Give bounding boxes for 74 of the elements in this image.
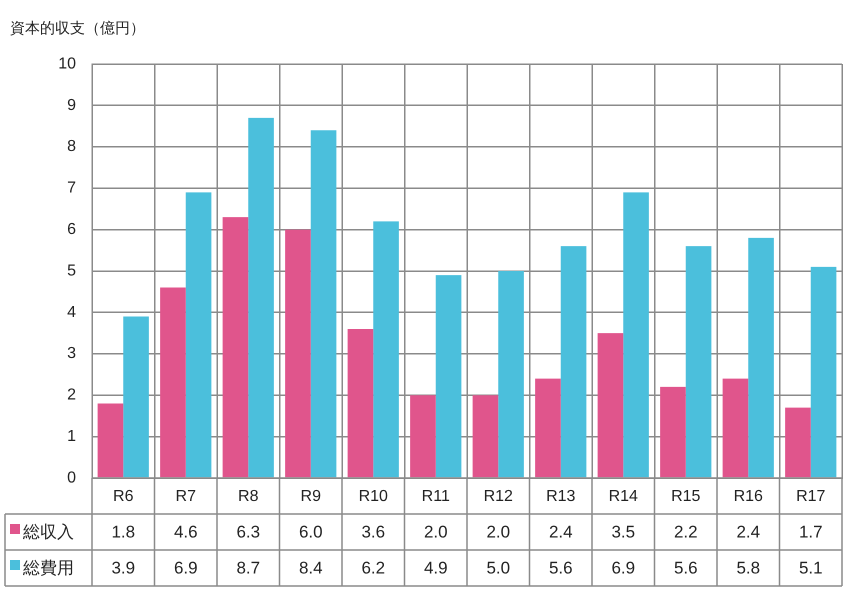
data-label: 4.6 xyxy=(174,522,198,542)
data-label: 3.6 xyxy=(361,522,386,542)
data-label: 5.1 xyxy=(798,558,823,578)
bar xyxy=(686,246,712,478)
bar xyxy=(535,378,561,478)
x-tick-label: R8 xyxy=(238,488,259,506)
legend-label: 総費用 xyxy=(22,558,74,578)
x-tick-label: R6 xyxy=(113,488,134,506)
bar xyxy=(660,386,686,478)
y-tick-label: 6 xyxy=(67,221,76,238)
x-tick-label: R16 xyxy=(734,488,764,506)
bar xyxy=(598,333,624,478)
bar xyxy=(410,395,436,478)
x-tick-label: R12 xyxy=(484,488,514,506)
y-tick-label: 8 xyxy=(67,138,76,156)
bar xyxy=(810,266,836,478)
bar xyxy=(472,395,498,478)
x-tick-label: R17 xyxy=(796,488,826,506)
bar xyxy=(722,378,748,478)
data-label: 6.0 xyxy=(298,522,323,542)
bar xyxy=(498,271,524,478)
data-label: 2.4 xyxy=(548,522,573,542)
y-tick-label: 1 xyxy=(67,428,76,446)
bar xyxy=(436,275,462,478)
data-label: 1.7 xyxy=(798,522,823,542)
y-tick-label: 4 xyxy=(67,304,76,321)
chart-title: 資本的収支（億円） xyxy=(10,20,145,38)
bar xyxy=(373,221,399,478)
data-label: 5.6 xyxy=(548,558,573,578)
bar xyxy=(310,130,336,478)
x-tick-label: R9 xyxy=(300,488,322,506)
data-label: 2.0 xyxy=(424,522,448,542)
y-tick-label: 3 xyxy=(67,345,76,362)
bar xyxy=(623,192,649,478)
data-label: 5.0 xyxy=(486,558,510,578)
data-label: 5.6 xyxy=(674,558,698,578)
bar xyxy=(186,192,212,478)
bar xyxy=(98,403,124,478)
bar xyxy=(123,316,149,478)
data-label: 2.4 xyxy=(736,522,760,542)
bar xyxy=(248,118,274,478)
data-label: 6.3 xyxy=(236,522,260,542)
y-tick-label: 0 xyxy=(67,469,76,486)
legend-label: 総収入 xyxy=(22,522,74,542)
x-tick-label: R11 xyxy=(422,488,450,506)
y-tick-label: 10 xyxy=(58,55,76,72)
data-label: 6.2 xyxy=(361,558,386,578)
data-label: 2.2 xyxy=(674,522,698,542)
x-tick-label: R7 xyxy=(176,488,196,506)
bar xyxy=(285,230,311,478)
bar xyxy=(785,408,811,478)
data-label: 3.9 xyxy=(111,558,136,578)
data-label: 3.5 xyxy=(611,522,636,542)
data-label: 6.9 xyxy=(174,558,198,578)
bar xyxy=(348,328,374,478)
y-tick-label: 9 xyxy=(67,96,76,114)
data-label: 5.8 xyxy=(736,558,760,578)
x-tick-label: R13 xyxy=(546,488,576,506)
data-label: 1.8 xyxy=(111,522,136,542)
bar xyxy=(222,217,248,478)
y-tick-label: 2 xyxy=(67,386,76,404)
x-tick-label: R10 xyxy=(358,488,388,506)
y-tick-label: 5 xyxy=(67,262,76,280)
bar xyxy=(748,238,774,478)
x-tick-label: R14 xyxy=(608,488,638,506)
data-label: 4.9 xyxy=(424,558,448,578)
y-tick-label: 7 xyxy=(67,180,76,197)
data-label: 2.0 xyxy=(486,522,510,542)
data-label: 8.7 xyxy=(236,558,260,578)
bar xyxy=(160,288,186,478)
bar xyxy=(560,246,586,478)
data-label: 6.9 xyxy=(611,558,636,578)
data-label: 8.4 xyxy=(298,558,323,578)
x-tick-label: R15 xyxy=(671,488,701,506)
